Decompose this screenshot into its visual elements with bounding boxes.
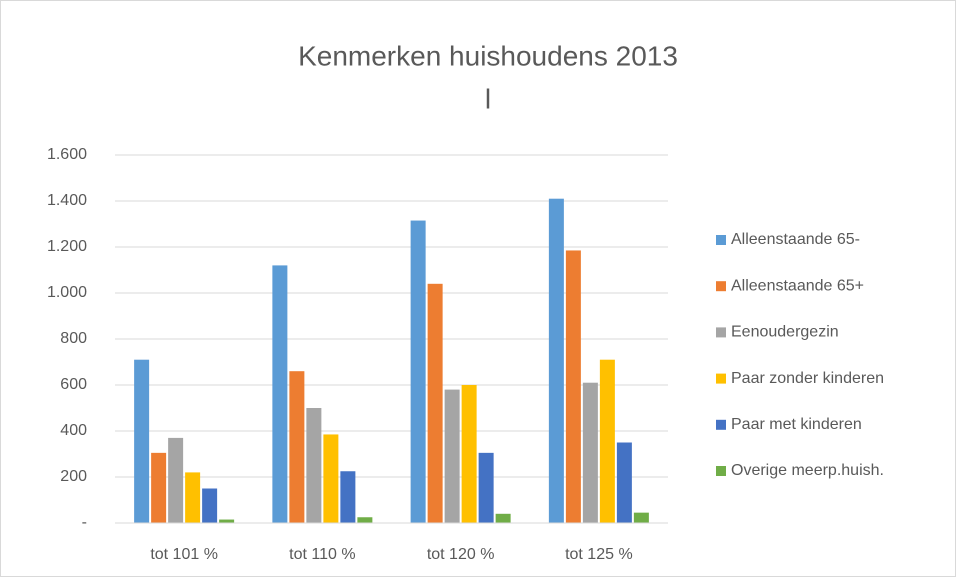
bar: [444, 389, 460, 523]
bar: [565, 250, 581, 523]
bar: [323, 434, 339, 523]
bar: [202, 488, 218, 523]
bar: [599, 359, 615, 523]
legend-label: Overige meerp.huish.: [731, 462, 884, 479]
bar: [340, 471, 356, 523]
legend-swatch: [716, 235, 726, 245]
bar: [427, 283, 443, 523]
x-tick-label: tot 101 %: [150, 546, 218, 563]
bar: [289, 371, 305, 523]
bar: [548, 198, 564, 523]
legend-label: Paar zonder kinderen: [731, 370, 884, 387]
x-tick-label: tot 125 %: [565, 546, 633, 563]
legend-swatch: [716, 281, 726, 292]
bar: [306, 408, 322, 523]
legend-label: Alleenstaande 65-: [731, 231, 860, 248]
chart-subtitle: l: [485, 83, 491, 114]
y-tick-label: 600: [60, 376, 87, 393]
y-tick-label: 1.400: [47, 192, 87, 209]
bar: [410, 220, 426, 524]
y-tick-label: 1.200: [47, 238, 87, 255]
bar: [616, 442, 632, 523]
bar: [219, 519, 235, 523]
bar: [357, 517, 373, 523]
bar: [461, 385, 477, 523]
bar: [272, 265, 288, 523]
bar: [495, 513, 511, 523]
legend-label: Alleenstaande 65+: [731, 277, 864, 294]
legend-label: Paar met kinderen: [731, 416, 862, 433]
y-tick-label: -: [82, 514, 87, 531]
y-tick-label: 400: [60, 422, 87, 439]
chart-title: Kenmerken huishoudens 2013: [298, 40, 678, 71]
bar: [582, 382, 598, 523]
legend-swatch: [716, 419, 726, 430]
x-tick-label: tot 110 %: [289, 546, 355, 563]
x-tick-label: tot 120 %: [427, 546, 495, 563]
bar: [168, 437, 184, 523]
bar: [633, 512, 649, 523]
bar: [478, 452, 494, 523]
y-tick-label: 200: [60, 468, 87, 485]
legend-swatch: [716, 373, 726, 384]
legend-label: Eenoudergezin: [731, 324, 839, 341]
legend-swatch: [716, 327, 726, 338]
y-tick-label: 1.000: [47, 284, 87, 301]
y-tick-label: 800: [60, 330, 87, 347]
bar: [185, 472, 201, 523]
bar: [134, 359, 150, 523]
legend-swatch: [716, 466, 726, 476]
y-tick-label: 1.600: [47, 146, 87, 163]
bar: [151, 452, 167, 523]
